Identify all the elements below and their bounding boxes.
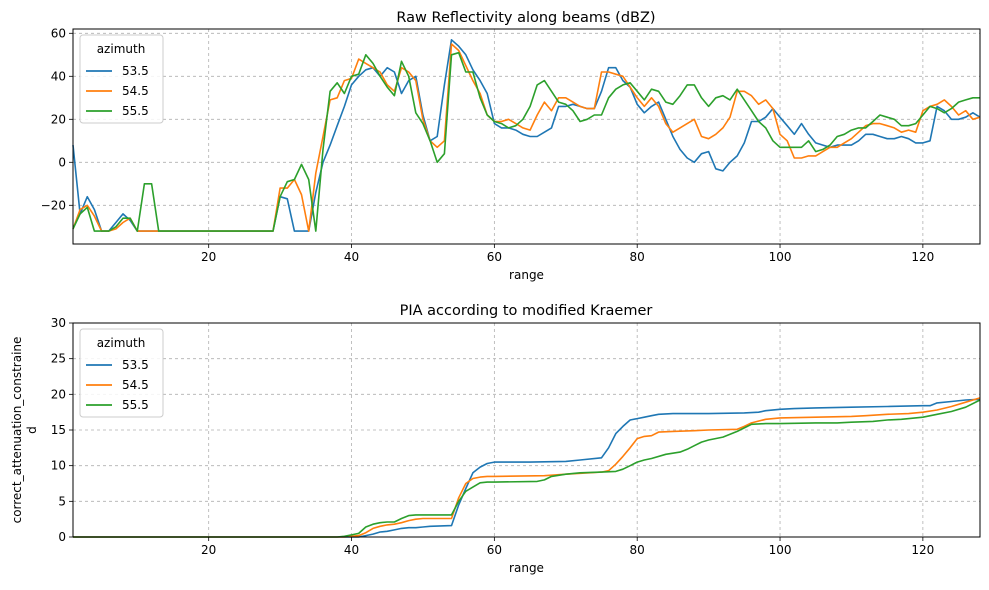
x-tick-label: 60	[487, 543, 502, 557]
legend[interactable]: azimuth 53.5 54.5 55.5	[79, 328, 164, 418]
y-tick-label: 15	[51, 423, 66, 437]
legend-box	[79, 328, 164, 418]
legend-title: azimuth	[97, 42, 146, 56]
legend[interactable]: azimuth 53.5 54.5 55.5	[79, 34, 164, 124]
chart-title: Raw Reflectivity along beams (dBZ)	[396, 10, 655, 26]
x-tick-label: 20	[201, 543, 216, 557]
series-line-54-5	[73, 397, 981, 538]
y-tick-label: −20	[41, 198, 66, 212]
y-tick-label: 0	[58, 530, 66, 544]
legend-label: 55.5	[122, 104, 149, 118]
series-lines	[72, 39, 981, 232]
y-tick-label: 10	[51, 459, 66, 473]
axis-ticks: 20 40 60 80 100 120 −20 0 20 40 60	[41, 26, 935, 264]
plot-frame	[72, 28, 981, 245]
series-line-53-5	[73, 398, 981, 538]
x-tick-label: 40	[344, 543, 359, 557]
y-tick-label: 60	[51, 26, 66, 40]
legend-label: 54.5	[122, 378, 149, 392]
x-tick-label: 120	[911, 250, 934, 264]
y-tick-label: 30	[51, 316, 66, 330]
x-tick-label: 120	[911, 543, 934, 557]
legend-label: 53.5	[122, 64, 149, 78]
x-axis-label: range	[509, 268, 544, 282]
y-axis-label-line-1: correct_attenuation_constraine	[10, 337, 24, 524]
y-tick-label: 5	[58, 494, 66, 508]
series-lines	[73, 397, 981, 538]
pia-panel: PIA according to modified Kraemer 20 40 60…	[10, 303, 981, 575]
legend-label: 55.5	[122, 398, 149, 412]
x-axis-label: range	[509, 561, 544, 575]
y-tick-label: 20	[51, 112, 66, 126]
chart-title: PIA according to modified Kraemer	[400, 303, 653, 319]
x-tick-label: 100	[769, 543, 792, 557]
x-tick-label: 60	[487, 250, 502, 264]
x-tick-label: 40	[344, 250, 359, 264]
series-line-54-5	[72, 43, 981, 232]
x-tick-label: 80	[630, 250, 645, 264]
y-tick-label: 40	[51, 69, 66, 83]
y-tick-label: 25	[51, 352, 66, 366]
legend-label: 53.5	[122, 358, 149, 372]
x-tick-label: 100	[769, 250, 792, 264]
legend-label: 54.5	[122, 84, 149, 98]
series-line-55-5	[73, 399, 981, 538]
x-tick-label: 80	[630, 543, 645, 557]
y-tick-label: 20	[51, 387, 66, 401]
grid	[73, 29, 980, 244]
legend-box	[79, 34, 164, 124]
series-line-55-5	[72, 51, 980, 232]
y-tick-label: 0	[58, 155, 66, 169]
reflectivity-panel: Raw Reflectivity along beams (dBZ) 20 40 6…	[41, 10, 981, 282]
x-tick-label: 20	[201, 250, 216, 264]
legend-title: azimuth	[97, 336, 146, 350]
axis-ticks: 20 40 60 80 100 120 0 5 10 15 20 25 30	[51, 316, 935, 557]
y-axis-label-line-2: d	[25, 426, 39, 434]
